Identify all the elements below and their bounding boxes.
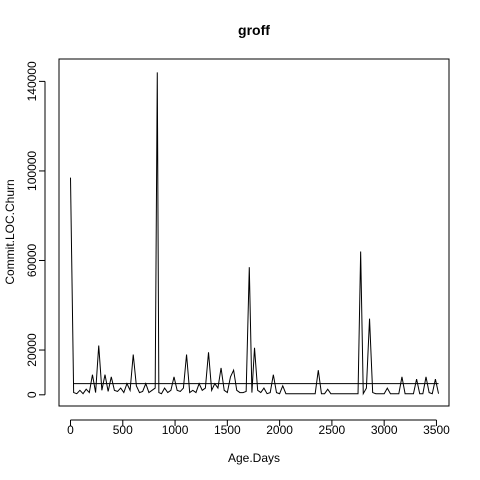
- x-axis-label: Age.Days: [228, 451, 280, 465]
- x-tick-label: 3000: [371, 423, 398, 437]
- plot-series: [70, 72, 440, 396]
- x-tick-label: 3500: [423, 423, 450, 437]
- y-axis-label: Commit.LOC.Churn: [3, 179, 17, 284]
- x-tick-label: 2500: [319, 423, 346, 437]
- x-tick-label: 1500: [214, 423, 241, 437]
- plot-frame: [58, 58, 450, 407]
- y-tick-label: 140000: [25, 61, 39, 101]
- y-tick-label: 0: [25, 391, 39, 398]
- y-tick-label: 60000: [25, 243, 39, 277]
- series-line-churn: [70, 72, 440, 396]
- x-tick-label: 500: [113, 423, 133, 437]
- y-tick-label: 100000: [25, 151, 39, 191]
- y-axis: 0 20000 60000 100000 140000: [25, 61, 46, 398]
- chart-title: groff: [238, 22, 270, 38]
- x-axis: 0 500 1000 1500 2000 2500 3000 3500: [67, 419, 450, 437]
- x-tick-label: 2000: [266, 423, 293, 437]
- x-tick-label: 0: [67, 423, 74, 437]
- y-tick-label: 20000: [25, 333, 39, 367]
- x-tick-label: 1000: [162, 423, 189, 437]
